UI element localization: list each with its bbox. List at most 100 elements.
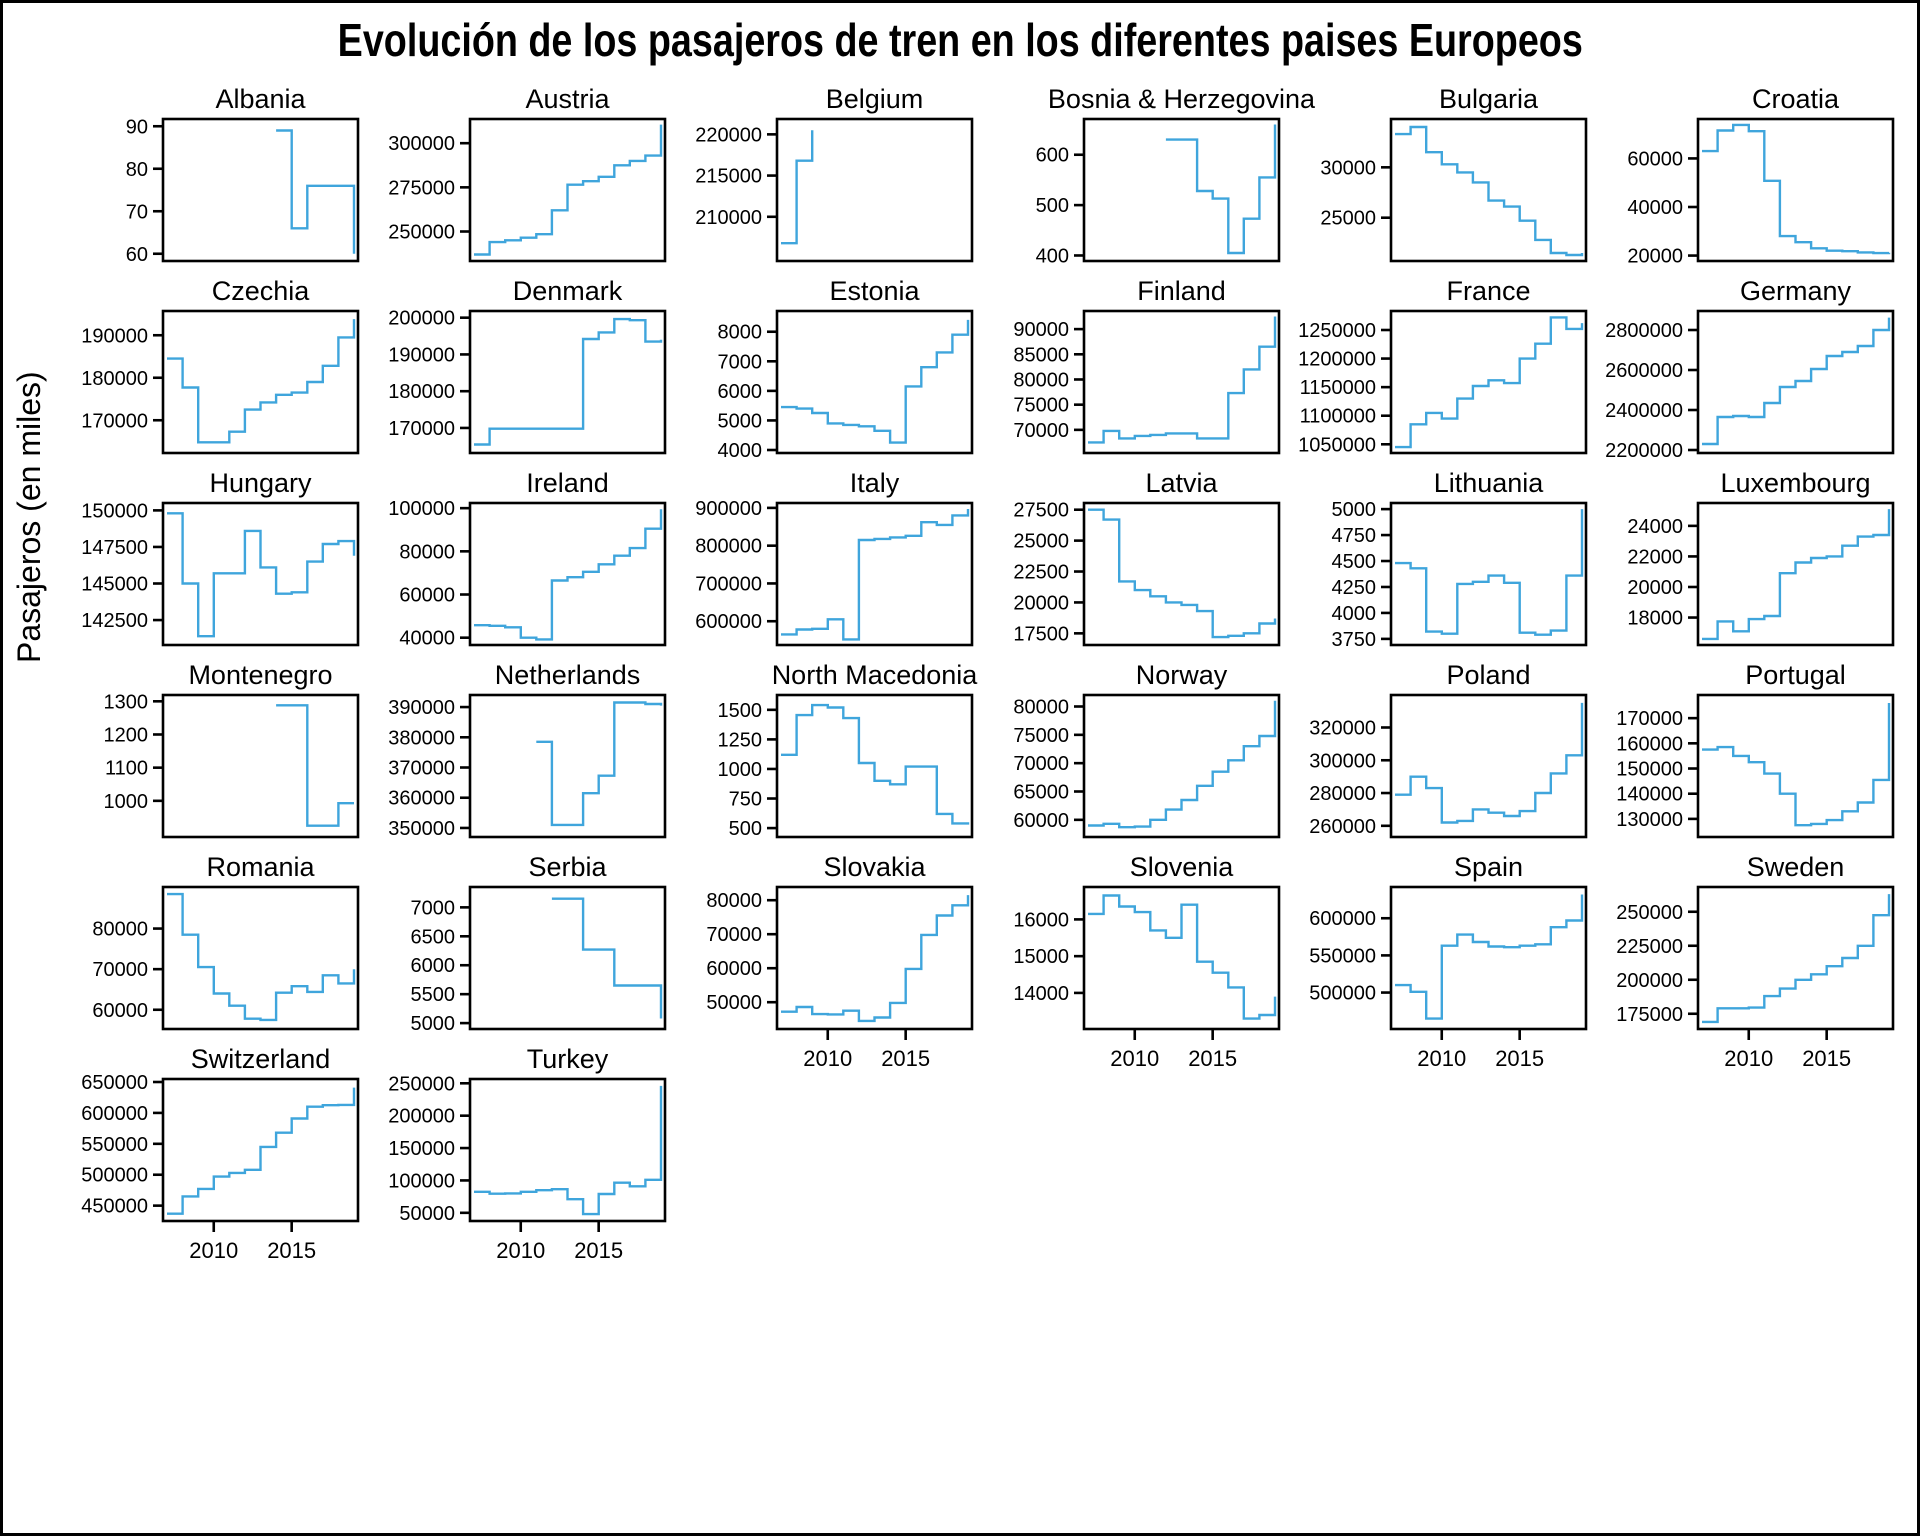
facet-poland: Poland 260000 280000 300000 320000 [1285, 657, 1592, 849]
facet-chart: Italy 600000 700000 800000 900000 [695, 468, 974, 647]
facet-chart: Netherlands 350000 360000 370000 380000 39000… [388, 660, 667, 840]
y-tick-label: 130000 [1616, 809, 1683, 831]
step-line [551, 897, 663, 1019]
facet-chart: Spain 500000 550000 600000 2010 2015 [1309, 852, 1588, 1071]
facet-chart: Slovakia 50000 60000 70000 80000 2010 2015 [706, 852, 974, 1071]
y-tick-label: 170000 [1616, 708, 1683, 730]
panel-border [468, 501, 667, 647]
step-line [1088, 316, 1277, 444]
y-tick-label: 3750 [1332, 629, 1377, 651]
y-tick-label: 25000 [1013, 531, 1069, 553]
step-line [1702, 123, 1891, 255]
facet-chart: Bosnia & Herzegovina 400 500 600 [1036, 84, 1316, 267]
facet-ireland: Ireland 40000 60000 80000 100000 [364, 465, 671, 657]
y-tick-label: 70000 [1013, 753, 1069, 775]
y-tick-label: 500000 [81, 1165, 148, 1187]
y-tick-label: 80000 [706, 890, 762, 912]
x-tick-label: 2010 [803, 1046, 852, 1071]
y-tick-label: 1050000 [1298, 434, 1376, 456]
y-tick-label: 70 [126, 201, 148, 223]
facet-chart: Turkey 50000 100000 150000 200000 250000 2010 2… [388, 1044, 667, 1263]
x-tick-label: 2015 [267, 1238, 316, 1263]
y-tick-label: 370000 [388, 758, 455, 780]
facet-montenegro: Montenegro 1000 1100 1200 1300 [57, 657, 364, 849]
y-tick-label: 17500 [1013, 623, 1069, 645]
x-tick-label: 2015 [574, 1238, 623, 1263]
y-tick-label: 250000 [388, 222, 455, 244]
y-tick-label: 18000 [1627, 608, 1683, 630]
panel-border [1389, 885, 1588, 1031]
y-tick-label: 750 [729, 789, 762, 811]
y-tick-label: 175000 [1616, 1004, 1683, 1026]
y-tick-label: 140000 [1616, 784, 1683, 806]
x-tick-label: 2015 [1802, 1046, 1851, 1071]
y-tick-label: 350000 [388, 818, 455, 840]
panel-border [468, 885, 667, 1031]
y-tick-label: 390000 [388, 697, 455, 719]
y-tick-label: 200000 [1616, 970, 1683, 992]
facet-title: Norway [1136, 660, 1228, 690]
y-tick-label: 220000 [695, 124, 762, 146]
facet-chart: Norway 60000 65000 70000 75000 80000 [1013, 660, 1281, 839]
y-tick-label: 600000 [695, 611, 762, 633]
facet-grid: Albania 60 70 80 90 Austria 250000 275000 300000… [57, 81, 1905, 1263]
facet-romania: Romania 60000 70000 80000 [57, 849, 364, 1041]
y-tick-label: 70000 [706, 924, 762, 946]
facet-title: Switzerland [191, 1044, 331, 1074]
y-tick-label: 65000 [1013, 782, 1069, 804]
y-tick-label: 100000 [388, 498, 455, 520]
panel-border [775, 501, 974, 647]
facet-chart: Czechia 170000 180000 190000 [81, 276, 360, 455]
step-line [276, 129, 356, 254]
y-tick-label: 1100 [105, 758, 148, 780]
y-axis-label-text: Pasajeros (en miles) [11, 371, 47, 663]
y-tick-label: 450000 [81, 1196, 148, 1218]
facet-title: Montenegro [188, 660, 332, 690]
y-tick-label: 70000 [1013, 420, 1069, 442]
step-line [1395, 125, 1584, 257]
facet-title: Luxembourg [1720, 468, 1870, 498]
panel-border [775, 117, 974, 263]
facet-latvia: Latvia 17500 20000 22500 25000 27500 [978, 465, 1285, 657]
step-line [474, 1085, 663, 1216]
y-tick-label: 150000 [388, 1138, 455, 1160]
facet-serbia: Serbia 5000 5500 6000 6500 7000 [364, 849, 671, 1041]
y-axis-label: Pasajeros (en miles) [11, 371, 51, 923]
y-tick-label: 600000 [81, 1103, 148, 1125]
y-tick-label: 1300 [104, 691, 149, 713]
x-tick-label: 2010 [1417, 1046, 1466, 1071]
step-line [1088, 508, 1277, 639]
x-tick-label: 2010 [1110, 1046, 1159, 1071]
facet-netherlands: Netherlands 350000 360000 370000 380000 39000… [364, 657, 671, 849]
facet-chart: Luxembourg 18000 20000 22000 24000 [1627, 468, 1895, 647]
step-line [474, 124, 663, 256]
y-tick-label: 4750 [1332, 525, 1377, 547]
y-tick-label: 60000 [92, 1000, 148, 1022]
step-line [167, 512, 356, 638]
facet-title: Serbia [528, 852, 607, 882]
y-tick-label: 1000 [104, 791, 149, 813]
facet-chart: Denmark 170000 180000 190000 200000 [388, 276, 667, 455]
facet-title: Hungary [209, 468, 312, 498]
chart-title: Evolución de los pasajeros de tren en lo… [3, 13, 1917, 75]
facet-chart: Finland 70000 75000 80000 85000 90000 [1013, 276, 1281, 455]
y-tick-label: 20000 [1627, 246, 1683, 268]
step-line [1395, 509, 1584, 636]
y-tick-label: 80000 [92, 919, 148, 941]
y-tick-label: 170000 [81, 410, 148, 432]
step-line [1395, 894, 1584, 1020]
step-line [1702, 894, 1891, 1024]
y-tick-label: 500 [729, 818, 762, 840]
facet-czechia: Czechia 170000 180000 190000 [57, 273, 364, 465]
panel-border [1082, 693, 1281, 839]
facet-spain: Spain 500000 550000 600000 2010 2015 [1285, 849, 1592, 1071]
facet-slovakia: Slovakia 50000 60000 70000 80000 2010 2015 [671, 849, 978, 1071]
y-tick-label: 5000 [1332, 499, 1377, 521]
facet-title: France [1446, 276, 1530, 306]
panel-border [1082, 117, 1281, 263]
facet-luxembourg: Luxembourg 18000 20000 22000 24000 [1592, 465, 1899, 657]
y-tick-label: 280000 [1309, 783, 1376, 805]
y-tick-label: 160000 [1616, 733, 1683, 755]
y-tick-label: 250000 [388, 1073, 455, 1095]
facet-austria: Austria 250000 275000 300000 [364, 81, 671, 273]
